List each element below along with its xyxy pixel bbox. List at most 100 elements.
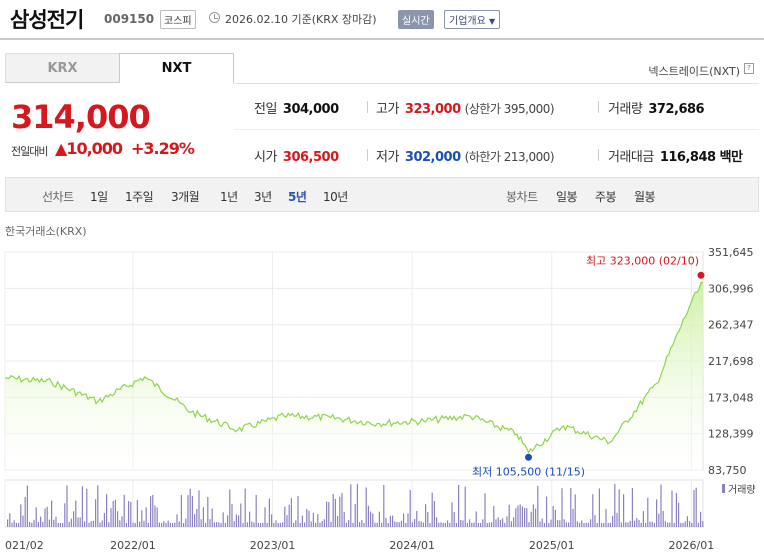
period-1d[interactable]: 1일 [90, 190, 108, 204]
volume-bar [222, 512, 224, 527]
volume-bar [376, 522, 378, 527]
period-1w[interactable]: 1주일 [125, 190, 154, 204]
volume-bar [508, 504, 510, 527]
candle-weekly[interactable]: 주봉 [595, 190, 617, 204]
volume-bar [491, 522, 493, 527]
volume-bar [143, 520, 145, 527]
volume-bar [9, 513, 11, 527]
volume-bar [700, 511, 702, 527]
volume-bar [587, 522, 589, 527]
volume-bar [548, 523, 550, 527]
period-5y[interactable]: 5년 [288, 190, 307, 204]
volume-bar [79, 517, 81, 527]
volume-bar [629, 520, 631, 527]
volume-bar [416, 510, 418, 527]
stat-label: 거래대금 [608, 150, 654, 165]
min-label: 최저 105,500 (11/15) [472, 465, 585, 478]
volume-bar [284, 506, 286, 527]
volume-bar [238, 515, 240, 527]
volume-bar [473, 522, 475, 527]
volume-bar [290, 498, 292, 527]
volume-bar [502, 518, 504, 527]
volume-bar [301, 515, 303, 527]
volume-bar [517, 505, 519, 527]
volume-bar [607, 523, 609, 527]
volume-bar [117, 511, 119, 527]
period-1y[interactable]: 1년 [220, 190, 238, 204]
stat-label: 시가 [254, 150, 277, 165]
volume-bar [178, 521, 180, 527]
volume-bar [418, 521, 420, 527]
stat-value: 302,000 [404, 150, 461, 165]
volume-bar [541, 518, 543, 527]
volume-bar [561, 488, 563, 527]
period-3y[interactable]: 3년 [254, 190, 272, 204]
volume-bar [603, 523, 605, 527]
volume-bar [466, 522, 468, 527]
help-icon[interactable]: ? [744, 63, 754, 74]
volume-bar [202, 507, 204, 527]
volume-bar [268, 498, 270, 527]
volume-bar [574, 494, 576, 527]
volume-bar [405, 523, 407, 527]
stat-value: 372,686 [648, 102, 705, 117]
volume-bar [187, 495, 189, 527]
volume-bar [172, 523, 174, 527]
max-label: 최고 323,000 (02/10) [586, 254, 699, 267]
stat-value: 306,500 [282, 150, 339, 165]
y-tick-label: 83,750 [708, 464, 747, 477]
volume-bar [519, 504, 521, 527]
volume-bar [20, 504, 22, 527]
volume-bar [680, 523, 682, 527]
volume-bar [7, 519, 9, 527]
volume-bar [667, 522, 669, 527]
volume-bar [669, 522, 671, 527]
volume-bar [240, 503, 242, 527]
volume-bar [70, 518, 72, 527]
volume-bar [420, 521, 422, 527]
volume-bar [671, 490, 673, 527]
volume-bar [398, 522, 400, 527]
volume-bar [31, 522, 33, 527]
volume-bar [90, 521, 92, 527]
volume-bar [321, 520, 323, 527]
tab-krx[interactable]: KRX [5, 53, 120, 83]
volume-bar [64, 503, 66, 527]
volume-bar [363, 523, 365, 527]
volume-bar [367, 505, 369, 527]
stat-high: 고가 323,000 (상한가 395,000) [376, 98, 555, 117]
y-tick-label: 306,996 [708, 282, 754, 295]
volume-bar [266, 522, 268, 527]
volume-bar [686, 516, 688, 527]
period-3m[interactable]: 3개월 [171, 190, 200, 204]
volume-bar [554, 509, 556, 527]
x-tick-label: 021/02 [5, 539, 44, 552]
volume-bar [356, 483, 358, 527]
volume-bar [139, 521, 141, 527]
volume-bar [546, 496, 548, 527]
tab-nxt[interactable]: NXT [119, 53, 234, 83]
volume-bar [444, 523, 446, 527]
candle-monthly[interactable]: 월봉 [634, 190, 656, 204]
realtime-button[interactable]: 실시간 [398, 10, 434, 29]
volume-bar [350, 484, 352, 527]
period-10y[interactable]: 10년 [323, 190, 348, 204]
exchange-tabs: KRX NXT [5, 53, 234, 83]
volume-bar [592, 494, 594, 527]
volume-bar [343, 512, 345, 527]
volume-bar [524, 507, 526, 527]
stat-value: 304,000 [282, 102, 339, 117]
volume-bar [163, 521, 165, 527]
volume-bar [625, 522, 627, 527]
volume-bar [213, 522, 215, 527]
volume-bar [306, 508, 308, 527]
volume-bar [433, 501, 435, 527]
company-info-button[interactable]: 기업개요 ▼ [444, 10, 501, 29]
candle-daily[interactable]: 일봉 [556, 190, 578, 204]
change-value: ▲10,000 [55, 139, 123, 158]
volume-bar [176, 514, 178, 527]
volume-bar [330, 521, 332, 527]
volume-bar [216, 522, 218, 527]
data-source: 한국거래소(KRX) [5, 225, 87, 238]
nxt-link[interactable]: 넥스트레이드(NXT) [648, 65, 740, 78]
